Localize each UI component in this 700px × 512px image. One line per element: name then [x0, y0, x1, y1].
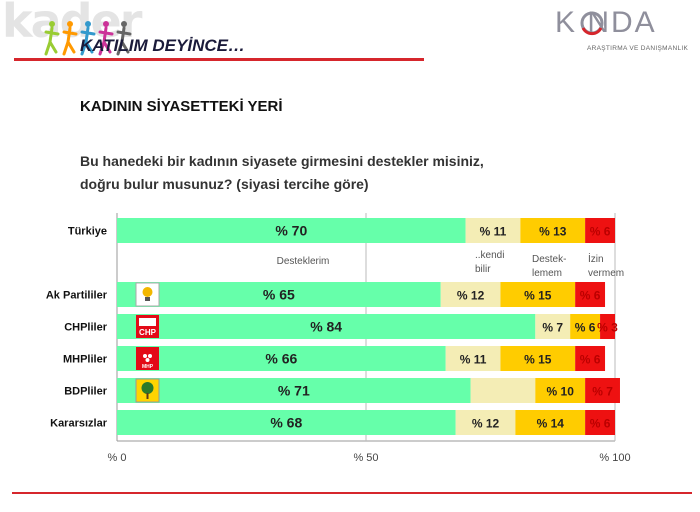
series-label: lemem — [532, 268, 562, 279]
mhp-crescent-icon — [148, 354, 152, 358]
x-tick-label: % 50 — [353, 452, 378, 464]
data-label: % 10 — [547, 385, 575, 399]
series-label: bilir — [475, 264, 491, 275]
data-label: % 12 — [472, 417, 500, 431]
series-label: Destek- — [532, 254, 566, 265]
data-label: % 15 — [524, 353, 552, 367]
bar-segment — [117, 314, 536, 339]
bar-segment — [535, 378, 586, 403]
header-title: KATILIM DEYİNCE… — [80, 36, 245, 55]
bar-segment — [117, 346, 446, 371]
bar-segment — [520, 218, 586, 243]
bar-segment — [600, 314, 615, 339]
data-label: % 66 — [265, 351, 297, 367]
category-label: Ak Partililer — [46, 290, 108, 302]
bar-segment — [535, 314, 571, 339]
data-label: % 84 — [310, 319, 342, 335]
bar-segment — [117, 410, 456, 435]
data-label: % 68 — [270, 415, 302, 431]
data-label: % 6 — [590, 417, 611, 431]
question-line-2: doğru bulur musunuz? (siyasi tercihe gör… — [80, 176, 369, 192]
bar-segment — [575, 282, 606, 307]
bdp-tree-trunk — [146, 393, 149, 399]
category-label: Kararsızlar — [50, 418, 108, 430]
data-label: % 6 — [580, 353, 601, 367]
mhp-crescent-icon — [143, 354, 147, 358]
ak-parti-bulb-icon — [142, 287, 153, 297]
chp-logo-text: CHP — [139, 328, 157, 337]
question-line-1: Bu hanedeki bir kadının siyasete girmesi… — [80, 153, 484, 169]
bar-segment — [585, 410, 615, 435]
konda-logo-text: K NDA — [555, 6, 657, 39]
category-label: MHPliler — [63, 354, 108, 366]
header-divider — [14, 58, 424, 61]
kader-logo: kader — [0, 0, 150, 60]
bar-segment — [515, 410, 586, 435]
data-label: % 3 — [597, 321, 618, 335]
series-label: Desteklerim — [277, 256, 330, 267]
category-label: CHPliler — [64, 322, 108, 334]
series-label: İzin — [588, 252, 604, 265]
data-label: % 71 — [278, 383, 310, 399]
bar-segment — [465, 218, 521, 243]
data-label: % 70 — [275, 223, 307, 239]
series-label: vermem — [588, 268, 624, 279]
data-label: % 65 — [263, 287, 295, 303]
category-label: BDPliler — [64, 386, 108, 398]
bar-segment — [117, 282, 441, 307]
bar-segment — [585, 218, 615, 243]
section-title: KADININ SİYASETTEKİ YERİ — [80, 98, 283, 115]
data-label: % 12 — [457, 289, 485, 303]
bar-segment — [500, 346, 576, 371]
people-figures-icon — [44, 21, 132, 56]
mhp-crescent-icon — [145, 358, 150, 362]
data-label: % 6 — [580, 289, 601, 303]
konda-ring-icon — [580, 11, 604, 36]
bar-segment — [500, 282, 576, 307]
data-label: % 6 — [590, 225, 611, 239]
data-label: % 7 — [592, 385, 613, 399]
footer-divider — [12, 492, 692, 494]
bar-segment — [440, 282, 501, 307]
x-tick-label: % 0 — [108, 452, 127, 464]
data-label: % 15 — [524, 289, 552, 303]
bar-segment — [585, 378, 620, 403]
x-tick-label: % 100 — [599, 452, 630, 464]
bar-segment — [117, 378, 471, 403]
chp-arrows-icon — [139, 318, 156, 326]
data-label: % 13 — [539, 225, 567, 239]
konda-logo: K NDA ARAŞTIRMA VE DANIŞMANLIK — [555, 4, 695, 54]
konda-tagline: ARAŞTIRMA VE DANIŞMANLIK — [587, 45, 689, 52]
data-label: % 7 — [542, 321, 563, 335]
bar-segment — [575, 346, 606, 371]
category-label: Türkiye — [68, 226, 107, 238]
bar-segment — [570, 314, 601, 339]
data-label: % 11 — [460, 353, 487, 367]
data-label: % 14 — [537, 417, 565, 431]
bar-segment — [470, 378, 536, 403]
bar-segment — [455, 410, 516, 435]
bdp-tree-icon — [141, 382, 154, 394]
data-label: % 11 — [480, 225, 507, 239]
bar-segment — [445, 346, 501, 371]
series-label: ..kendi — [475, 250, 504, 261]
data-label: % 6 — [575, 321, 596, 335]
stacked-bar-chart: % 0 % 50 % 100 Türkiye % 70 % 11 % 13 % 6 Ak Par… — [46, 213, 631, 464]
mhp-logo-text: MHP — [142, 364, 154, 370]
bar-segment — [117, 218, 466, 243]
ak-parti-bulb-base — [145, 297, 150, 301]
